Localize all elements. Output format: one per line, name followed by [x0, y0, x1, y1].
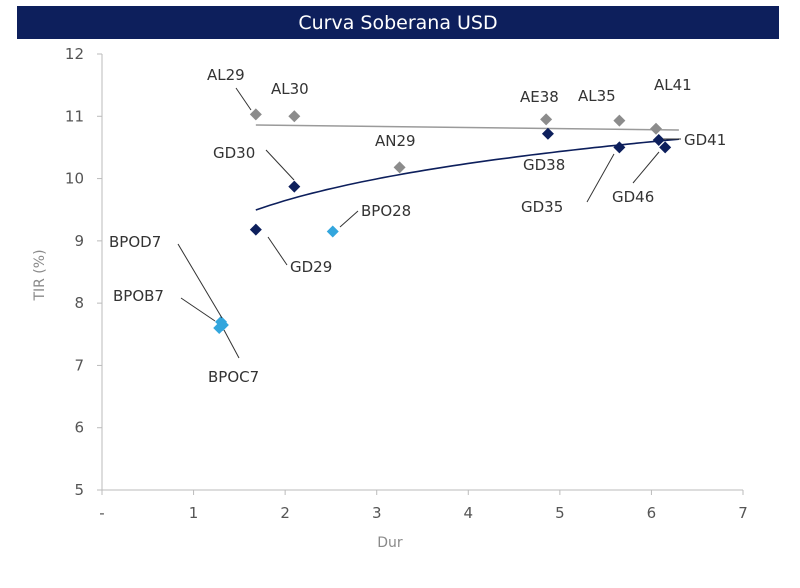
label-bpod7: BPOD7: [109, 233, 161, 251]
x-tick-label: 1: [189, 504, 199, 522]
label-gd38: GD38: [523, 156, 565, 174]
label-bpo28: BPO28: [361, 202, 411, 220]
data-points: [213, 108, 672, 335]
leader-gd35: [586, 153, 615, 203]
y-tick-label: 10: [65, 170, 84, 188]
x-tick-label: 6: [647, 504, 657, 522]
leader-bpoc7: [223, 329, 240, 359]
y-tick-label: 11: [65, 107, 84, 125]
label-gd46: GD46: [612, 188, 654, 206]
x-tick-label: 7: [738, 504, 748, 522]
flat-trend-line: [255, 124, 679, 131]
marker-bpo28: [326, 225, 339, 238]
y-tick-label: 5: [74, 481, 84, 499]
label-gd35: GD35: [521, 198, 563, 216]
label-gd29: GD29: [290, 258, 332, 276]
log-trend-line: [255, 138, 679, 211]
label-gd30: GD30: [213, 144, 255, 162]
label-ae38: AE38: [520, 88, 559, 106]
marker-gd38: [541, 127, 554, 140]
label-bpob7: BPOB7: [113, 287, 164, 305]
marker-gd29: [249, 223, 262, 236]
marker-ae38: [540, 113, 553, 126]
trend-lines: [255, 124, 679, 211]
leader-gd29: [267, 236, 288, 266]
marker-bpoc7: [216, 318, 229, 331]
marker-an29: [393, 161, 406, 174]
y-tick-label: 8: [74, 294, 84, 312]
label-al35: AL35: [578, 87, 616, 105]
leader-bpo28: [339, 210, 359, 228]
marker-al35: [613, 114, 626, 127]
point-labels: AL29 AL30 AN29 AE38 AL35 AL41 GD29 GD30 GD38 GD35…: [109, 66, 726, 386]
marker-al29: [249, 108, 262, 121]
label-an29: AN29: [375, 132, 416, 150]
x-tick-label: -: [99, 504, 104, 522]
leader-al29: [235, 87, 252, 111]
y-tick-label: 7: [74, 356, 84, 374]
label-bpoc7: BPOC7: [208, 368, 259, 386]
y-tick-label: 9: [74, 232, 84, 250]
x-tick-label: 5: [555, 504, 565, 522]
label-gd41: GD41: [684, 131, 726, 149]
label-al29: AL29: [207, 66, 245, 84]
marker-al30: [288, 110, 301, 123]
leader-gd30: [265, 149, 295, 181]
y-tick-label: 12: [65, 45, 84, 63]
marker-gd41: [652, 133, 665, 146]
x-axis-title: Dur: [377, 535, 403, 551]
label-al41: AL41: [654, 76, 692, 94]
chart-title: Curva Soberana USD: [17, 6, 779, 39]
leader-gd46: [632, 151, 660, 184]
x-tick-label: 3: [372, 504, 382, 522]
y-tick-label: 6: [74, 419, 84, 437]
label-al30: AL30: [271, 80, 309, 98]
marker-gd35: [613, 141, 626, 154]
x-tick-label: 2: [280, 504, 290, 522]
leader-bpod7: [177, 243, 223, 319]
marker-gd46: [659, 141, 672, 154]
y-axis-title: TIR (%): [32, 249, 48, 301]
marker-al41: [650, 122, 663, 135]
x-tick-label: 4: [464, 504, 474, 522]
marker-gd30: [288, 180, 301, 193]
leader-bpob7: [180, 297, 216, 322]
